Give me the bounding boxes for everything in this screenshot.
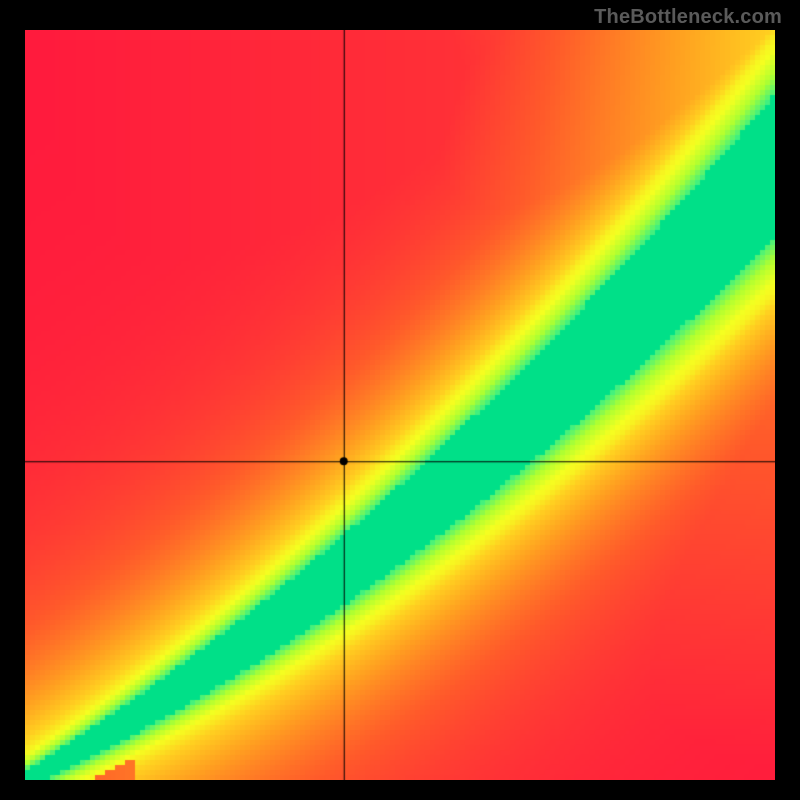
chart-container: TheBottleneck.com (0, 0, 800, 800)
bottleneck-heatmap (25, 30, 775, 780)
watermark-text: TheBottleneck.com (594, 6, 782, 29)
